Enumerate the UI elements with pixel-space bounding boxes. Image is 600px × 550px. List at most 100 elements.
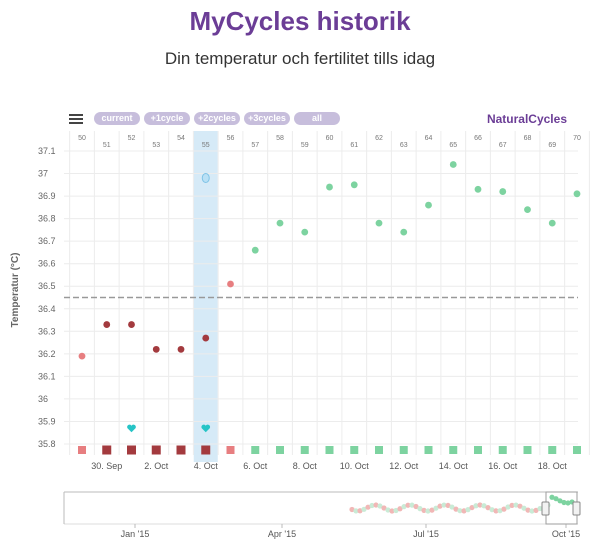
cycle-day-label: 65: [449, 142, 457, 149]
x-date-tick-label: 16. Oct: [488, 461, 518, 471]
x-date-tick-label: 18. Oct: [538, 461, 568, 471]
temperature-point: [152, 345, 160, 353]
fertility-square: [474, 446, 482, 454]
navigator-series-point: [521, 505, 527, 511]
navigator-series-point: [413, 503, 419, 510]
fertility-square: [78, 446, 86, 454]
temperature-point: [301, 228, 309, 236]
y-tick-label: 36.7: [38, 236, 56, 246]
y-tick-label: 36.5: [38, 281, 56, 291]
y-tick-label: 36.2: [38, 349, 56, 359]
navigator-series-point: [565, 500, 571, 506]
navigator-series-point: [445, 502, 451, 509]
fertility-square: [573, 446, 581, 454]
y-tick-label: 36.6: [38, 259, 56, 269]
menu-icon[interactable]: [69, 114, 83, 124]
fertility-square: [127, 445, 136, 455]
y-tick-label: 37.1: [38, 146, 56, 156]
fertility-square: [449, 446, 458, 454]
fertility-square: [498, 446, 507, 454]
temperature-point: [202, 334, 210, 342]
navigator-series-point: [425, 508, 431, 514]
page-title: MyCycles historik: [189, 6, 411, 36]
cycle-day-label: 63: [400, 142, 408, 149]
cycle-day-label: 59: [301, 142, 309, 149]
cycle-day-label: 58: [276, 135, 284, 142]
cycle-day-label: 68: [524, 135, 532, 142]
heart-marker: [127, 424, 136, 433]
fertility-square: [300, 446, 309, 454]
cycle-day-label: 54: [177, 135, 185, 142]
temperature-point: [425, 201, 432, 209]
temperature-point: [103, 321, 111, 328]
cycle-day-label: 57: [251, 142, 259, 149]
temperature-point: [326, 183, 333, 191]
navigator-series-point: [393, 507, 399, 514]
navigator-series-point: [533, 507, 539, 513]
navigator-series-point: [529, 508, 535, 514]
navigator-series-point: [557, 498, 563, 504]
selected-day-marker: [201, 173, 210, 184]
navigator-handle-right: [572, 501, 581, 516]
navigator-selection: [545, 491, 578, 525]
navigator-series-point: [377, 503, 383, 509]
cycle-day-label: 64: [425, 135, 433, 142]
fertility-square: [151, 445, 161, 455]
cycle-day-label: 66: [474, 135, 482, 142]
fertility-square: [276, 446, 284, 454]
range-current-button[interactable]: current: [94, 112, 140, 125]
navigator-series-point: [505, 504, 511, 510]
x-date-tick-label: 4. Oct: [194, 461, 219, 471]
temperature-point: [78, 352, 86, 360]
fertility-square: [201, 445, 211, 455]
navigator-series-point: [437, 503, 443, 509]
fertility-square: [548, 446, 557, 454]
y-tick-label: 36.9: [38, 191, 56, 201]
temperature-point: [548, 219, 556, 227]
range-plus3cycles-button[interactable]: +3cycles: [244, 112, 290, 125]
x-date-tick-label: 8. Oct: [293, 461, 318, 471]
fertility-square: [399, 446, 408, 454]
y-tick-label: 36.8: [38, 214, 56, 224]
navigator-series-point: [353, 508, 359, 514]
navigator-series-point: [457, 508, 463, 514]
navigator-series-point: [517, 503, 523, 509]
range-plus1cycle-button[interactable]: +1cycle: [144, 112, 190, 125]
temperature-point: [573, 190, 581, 198]
x-date-tick-label: 14. Oct: [439, 461, 469, 471]
navigator-series-point: [465, 507, 471, 513]
navigator-series-point: [389, 508, 395, 514]
navigator-series-point: [509, 502, 515, 508]
cycle-day-label: 60: [326, 135, 334, 142]
navigator-series-point: [537, 505, 543, 512]
navigator-series-point: [349, 506, 355, 513]
navigator-tick-label: Apr '15: [268, 529, 296, 539]
navigator-series-point: [405, 502, 411, 508]
navigator-tick-label: Jul '15: [413, 529, 439, 539]
navigator-series-point: [433, 505, 439, 511]
page-subtitle: Din temperatur och fertilitet tills idag: [164, 49, 436, 68]
cycle-day-label: 67: [499, 142, 507, 149]
y-tick-label: 36: [38, 394, 48, 404]
fertility-square: [251, 446, 260, 454]
navigator-series-point: [497, 508, 503, 514]
x-date-tick-label: 6. Oct: [243, 461, 268, 471]
range-all-button[interactable]: all: [294, 112, 340, 125]
range-selector: current +1cycle +2cycles +3cycles all: [94, 112, 340, 125]
temperature-point: [474, 185, 482, 193]
navigator-series-point: [449, 504, 455, 510]
navigator-series-point: [461, 508, 467, 514]
navigator-series-point: [561, 499, 567, 506]
navigator-series-point: [417, 506, 423, 512]
fertility-square: [424, 446, 433, 454]
y-tick-label: 35.8: [38, 439, 56, 449]
range-plus2cycles-button[interactable]: +2cycles: [194, 112, 240, 125]
navigator-handle-left: [541, 501, 550, 516]
temperature-point: [227, 280, 234, 288]
brand-logo: NaturalCycles: [486, 112, 567, 126]
fertility-square: [176, 445, 186, 455]
heart-marker: [201, 424, 211, 433]
fertility-square: [375, 446, 383, 454]
y-axis-title: Temperatur (°C): [10, 253, 21, 328]
